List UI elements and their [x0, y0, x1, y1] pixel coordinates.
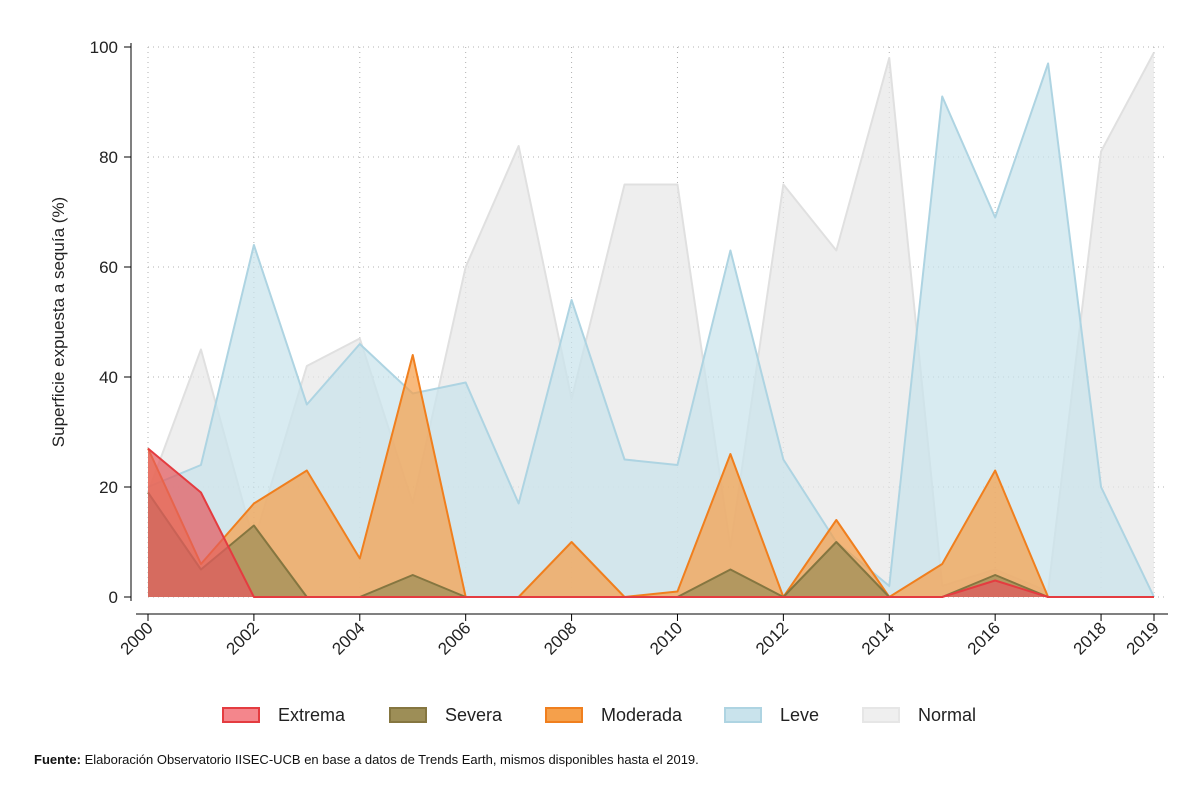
x-tick-label-2006: 2006 [434, 618, 474, 658]
legend-item-extrema: Extrema [222, 700, 345, 730]
line-leve [147, 62, 1155, 598]
x-tick-label-2000: 2000 [117, 618, 157, 658]
line-extrema [147, 447, 1154, 598]
legend-item-normal: Normal [862, 700, 976, 730]
series-areas [147, 52, 1155, 598]
y-tick-label-40: 40 [99, 368, 118, 387]
legend-item-moderada: Moderada [545, 700, 682, 730]
x-tick-label-2014: 2014 [858, 618, 898, 658]
x-tick-label-2018: 2018 [1070, 618, 1110, 658]
legend-swatch-leve [724, 707, 762, 723]
legend-label-severa: Severa [445, 704, 503, 725]
source-text: Elaboración Observatorio IISEC-UCB en ba… [80, 752, 699, 767]
line-moderada [147, 354, 1154, 598]
x-tick-label-2019: 2019 [1123, 618, 1163, 658]
legend-label-normal: Normal [918, 704, 977, 725]
legend-swatch-moderada [545, 707, 583, 723]
x-tick-label-2004: 2004 [328, 618, 368, 658]
legend-label-moderada: Moderada [601, 704, 683, 725]
legend-swatch-extrema [222, 707, 260, 723]
x-tick-label-2016: 2016 [964, 618, 1004, 658]
x-tick-label-2008: 2008 [540, 618, 580, 658]
area-moderada [148, 355, 1154, 597]
legend-item-leve: Leve [724, 700, 819, 730]
y-tick-label-60: 60 [99, 258, 118, 277]
legend-swatch-severa [389, 707, 427, 723]
y-axis-label: Superficie expuesta a sequía (%) [49, 197, 68, 447]
area-chart: 0 20 40 60 80 100 2000 2002 2004 2006 2008 2010 2012… [49, 38, 1168, 659]
source-note: Fuente: Elaboración Observatorio IISEC-U… [34, 752, 699, 767]
legend-label-extrema: Extrema [278, 704, 346, 725]
legend: Extrema Severa Moderada Leve Normal [0, 700, 1200, 730]
x-tick-label-2010: 2010 [646, 618, 686, 658]
legend-label-leve: Leve [780, 704, 820, 725]
y-tick-label-0: 0 [109, 588, 118, 607]
source-label: Fuente: [34, 752, 81, 767]
y-tick-label-100: 100 [90, 38, 118, 57]
x-tick-label-2012: 2012 [752, 618, 792, 658]
legend-item-severa: Severa [389, 700, 502, 730]
legend-swatch-normal [862, 707, 900, 723]
x-tick-label-2002: 2002 [223, 618, 263, 658]
y-tick-label-20: 20 [99, 478, 118, 497]
y-tick-label-80: 80 [99, 148, 118, 167]
